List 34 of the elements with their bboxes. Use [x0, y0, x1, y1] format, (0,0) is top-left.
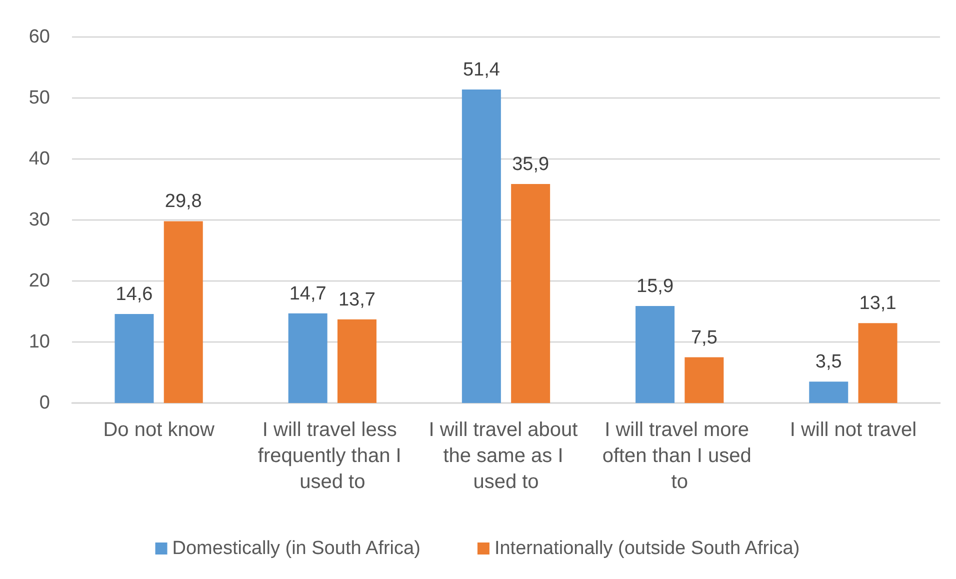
- y-tick-label: 60: [28, 26, 50, 48]
- y-tick-label: 10: [28, 332, 50, 352]
- data-label: 13,1: [859, 293, 896, 314]
- bar: [337, 319, 376, 403]
- data-label: 14,7: [289, 283, 326, 304]
- x-tick-label: I will travel about the same as I used to: [428, 419, 584, 493]
- data-label: 51,4: [462, 59, 500, 80]
- y-tick-label: 50: [28, 88, 50, 108]
- bar: [462, 89, 501, 403]
- y-tick-label: 20: [28, 270, 50, 292]
- x-tick-label: I will travel more often than I used to: [602, 419, 757, 493]
- data-label: 15,9: [636, 276, 674, 298]
- legend-label: Domestically (in South Africa): [172, 538, 420, 559]
- bar: [288, 313, 328, 403]
- y-tick-label: 40: [28, 148, 50, 170]
- bar: [684, 357, 724, 403]
- bar: [636, 306, 675, 403]
- y-tick-label: 0: [39, 392, 50, 414]
- y-tick-label: 30: [28, 210, 50, 230]
- bar: [511, 184, 550, 403]
- data-label: 3,5: [815, 352, 842, 373]
- x-tick-label: I will travel less frequently than I used to: [258, 419, 407, 493]
- x-tick-label: I will not travel: [790, 419, 917, 441]
- data-label: 7,5: [690, 327, 718, 348]
- data-label: 29,8: [164, 191, 202, 212]
- data-label: 13,7: [338, 289, 376, 310]
- x-tick-label: Do not know: [103, 419, 215, 441]
- bar: [809, 382, 848, 403]
- data-label: 35,9: [512, 154, 550, 176]
- bar: [164, 221, 203, 403]
- bar: [114, 314, 154, 403]
- legend-label: Internationally (outside South Africa): [494, 538, 800, 559]
- bar: [858, 323, 898, 403]
- data-label: 14,6: [116, 284, 153, 305]
